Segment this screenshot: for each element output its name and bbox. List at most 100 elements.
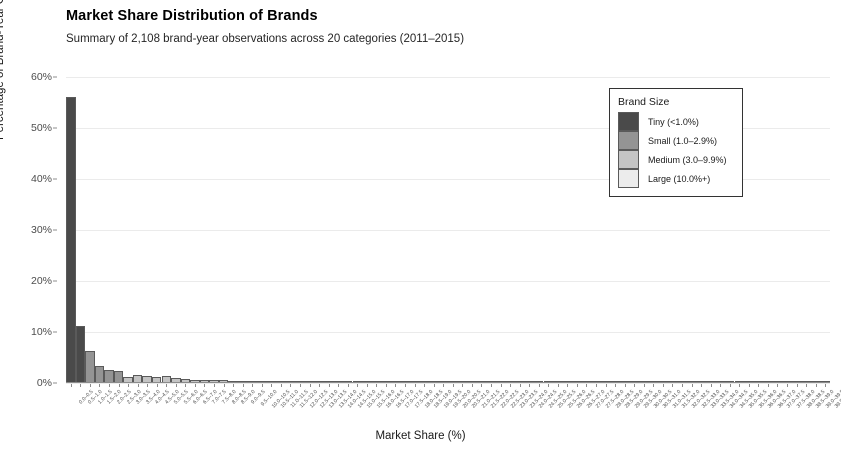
x-axis-tick-mark	[166, 384, 168, 387]
x-axis-tick-mark	[366, 384, 368, 387]
legend-item[interactable]: Tiny (<1.0%)	[618, 112, 734, 131]
gridline	[66, 281, 830, 282]
x-axis-tick-mark	[586, 384, 588, 387]
x-axis-tick-mark	[376, 384, 378, 387]
x-axis-tick-mark	[290, 384, 292, 387]
y-axis-tick-mark	[53, 178, 57, 180]
x-axis-tick-mark	[529, 384, 531, 387]
x-axis-tick-mark	[338, 384, 340, 387]
x-axis-tick-mark	[557, 384, 559, 387]
x-axis-tick-mark	[777, 384, 779, 387]
legend-label: Small (1.0–2.9%)	[648, 135, 718, 146]
x-axis-tick-mark	[471, 384, 473, 387]
x-axis-tick-mark	[538, 384, 540, 387]
x-axis-tick-mark	[815, 384, 817, 387]
x-axis-tick-mark	[825, 384, 827, 387]
bar	[66, 97, 76, 383]
y-axis-ticks: 0% 10% 20% 30% 40% 50% 60%	[0, 70, 60, 389]
y-axis-tick-label: 50%	[30, 122, 52, 134]
legend-swatch	[618, 150, 639, 169]
x-axis-tick-mark	[462, 384, 464, 387]
x-axis-tick-mark	[691, 384, 693, 387]
gridline	[66, 332, 830, 333]
y-axis-tick-label: 10%	[30, 326, 52, 338]
legend-item[interactable]: Medium (3.0–9.9%)	[618, 150, 734, 169]
x-axis-tick-mark	[89, 384, 91, 387]
legend-swatch	[618, 131, 639, 150]
x-axis-ticks: 0.0–0.5 0.5–1.0 1.0–1.5 1.5–2.0 2.0–2.5 2.5–3…	[66, 384, 841, 430]
x-axis-tick-mark	[424, 384, 426, 387]
legend-label: Medium (3.0–9.9%)	[648, 154, 727, 165]
bar	[104, 369, 114, 383]
x-axis-tick-mark	[443, 384, 445, 387]
x-axis-tick-mark	[137, 384, 139, 387]
x-axis-tick-mark	[739, 384, 741, 387]
x-axis-tick-mark	[596, 384, 598, 387]
x-axis-tick-mark	[653, 384, 655, 387]
x-axis-tick-mark	[147, 384, 149, 387]
x-axis-tick-mark	[175, 384, 177, 387]
x-axis-tick-mark	[643, 384, 645, 387]
x-axis-tick-mark	[347, 384, 349, 387]
x-axis-tick-mark	[271, 384, 273, 387]
x-axis-tick-mark	[806, 384, 808, 387]
legend-items: Tiny (<1.0%) Small (1.0–2.9%) Medium (3.0–…	[618, 112, 734, 188]
bar	[75, 325, 86, 383]
x-axis-tick-mark	[280, 384, 282, 387]
x-axis-tick-mark	[510, 384, 512, 387]
x-axis-tick-mark	[99, 384, 101, 387]
y-axis-tick-mark	[53, 382, 57, 384]
x-axis-tick-mark	[223, 384, 225, 387]
x-axis-tick-mark	[481, 384, 483, 387]
y-axis-tick-label: 30%	[30, 224, 52, 236]
x-axis-tick-mark	[204, 384, 206, 387]
x-axis-tick-mark	[624, 384, 626, 387]
bar	[94, 365, 105, 383]
x-axis-tick-mark	[796, 384, 798, 387]
legend-item[interactable]: Large (10.0%+)	[618, 169, 734, 188]
x-axis-tick-mark	[548, 384, 550, 387]
x-axis-tick-mark	[615, 384, 617, 387]
x-axis-tick-mark	[261, 384, 263, 387]
chart-subtitle: Summary of 2,108 brand-year observations…	[66, 33, 465, 45]
x-axis-tick-mark	[634, 384, 636, 387]
x-axis-tick-mark	[395, 384, 397, 387]
x-axis-tick-mark	[194, 384, 196, 387]
legend-item[interactable]: Small (1.0–2.9%)	[618, 131, 734, 150]
x-axis-tick-mark	[758, 384, 760, 387]
x-axis-tick-mark	[108, 384, 110, 387]
x-axis-tick-mark	[710, 384, 712, 387]
x-axis-tick-mark	[357, 384, 359, 387]
gridline	[66, 77, 830, 78]
legend-label: Tiny (<1.0%)	[648, 116, 699, 127]
plot-area	[66, 77, 830, 384]
y-axis-tick-label: 40%	[30, 173, 52, 185]
y-axis-tick-mark	[53, 127, 57, 129]
x-axis-tick-mark	[729, 384, 731, 387]
x-axis-tick-mark	[309, 384, 311, 387]
x-axis-tick-mark	[681, 384, 683, 387]
legend-swatch	[618, 169, 639, 188]
x-axis-tick-mark	[662, 384, 664, 387]
x-axis-tick-mark	[214, 384, 216, 387]
legend-label: Large (10.0%+)	[648, 173, 711, 184]
x-axis-tick-mark	[519, 384, 521, 387]
x-axis-tick-mark	[252, 384, 254, 387]
x-axis-tick-mark	[567, 384, 569, 387]
x-axis-tick-mark	[242, 384, 244, 387]
gridline	[66, 179, 830, 180]
y-axis-tick-mark	[53, 76, 57, 78]
x-axis-tick-mark	[452, 384, 454, 387]
x-axis-tick-mark	[490, 384, 492, 387]
x-axis-tick-mark	[319, 384, 321, 387]
x-axis-tick-mark	[233, 384, 235, 387]
legend: Brand Size Tiny (<1.0%) Small (1.0–2.9%) M…	[609, 88, 743, 197]
x-axis-tick-mark	[701, 384, 703, 387]
x-axis-tick-mark	[605, 384, 607, 387]
x-axis-tick-mark	[433, 384, 435, 387]
x-axis-title: Market Share (%)	[375, 430, 466, 442]
gridline	[66, 128, 830, 129]
chart-title: Market Share Distribution of Brands	[66, 8, 318, 24]
x-axis-tick-mark	[672, 384, 674, 387]
